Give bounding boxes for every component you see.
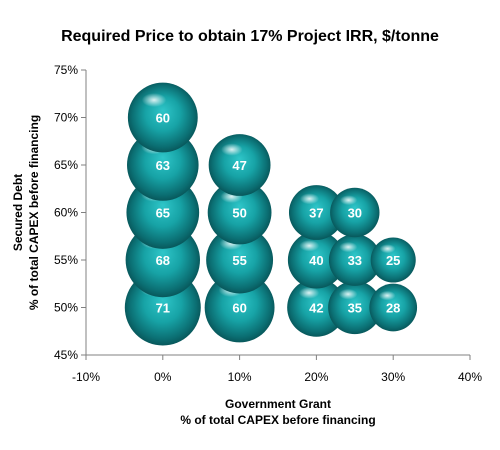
bubble-value-label: 30 — [348, 206, 362, 221]
bubble-value-label: 35 — [348, 301, 362, 316]
y-axis-title: Secured Debt — [11, 174, 25, 251]
bubble-value-label: 25 — [386, 253, 400, 268]
axes: 45% 50% 55% 60% 65% 70% 75% -10% 0% 10% 20% 30% 40% — [54, 63, 482, 384]
bubble-highlight — [378, 290, 396, 301]
bubbles: 71 68 65 63 60 60 55 50 47 42 40 37 35 33 30 28 25 — [124, 82, 418, 346]
y-tick-label: 45% — [54, 348, 78, 362]
bubble-value-label: 65 — [156, 206, 170, 221]
bubble-value-label: 33 — [348, 253, 362, 268]
x-axis-title: Government Grant — [225, 397, 331, 411]
y-axis-title: % of total CAPEX before financing — [27, 115, 41, 310]
x-axis-title: % of total CAPEX before financing — [180, 413, 375, 427]
x-tick-label: 30% — [381, 370, 405, 384]
bubble-highlight — [339, 241, 358, 253]
y-tick-label: 65% — [54, 158, 78, 172]
bubble-highlight — [338, 288, 358, 300]
y-tick-label: 60% — [54, 206, 78, 220]
bubble-value-label: 47 — [232, 158, 246, 173]
bubble-value-label: 63 — [156, 158, 170, 173]
bubble-value-label: 68 — [156, 253, 170, 268]
x-tick-label: 0% — [154, 370, 172, 384]
bubble-value-label: 60 — [232, 301, 246, 316]
bubble-value-label: 28 — [386, 301, 400, 316]
bubble-value-label: 55 — [232, 253, 246, 268]
axis-labels: Government Grant % of total CAPEX before … — [11, 115, 376, 427]
bubble-highlight — [339, 195, 358, 206]
y-tick-label: 75% — [54, 63, 78, 77]
bubble-highlight — [141, 93, 167, 108]
bubble-value-label: 60 — [156, 111, 170, 126]
x-tick-label: -10% — [72, 370, 100, 384]
bubble-value-label: 50 — [232, 206, 246, 221]
bubble-value-label: 71 — [156, 301, 170, 316]
bubble-value-label: 40 — [309, 253, 323, 268]
y-tick-label: 70% — [54, 111, 78, 125]
bubble-highlight — [298, 287, 320, 299]
x-tick-label: 40% — [458, 370, 482, 384]
bubble-highlight — [379, 244, 396, 254]
chart-title: Required Price to obtain 17% Project IRR… — [61, 28, 439, 45]
y-tick-label: 50% — [54, 301, 78, 315]
bubble-highlight — [299, 240, 320, 252]
y-tick-label: 55% — [54, 253, 78, 267]
bubble-highlight — [299, 193, 320, 205]
x-tick-label: 20% — [304, 370, 328, 384]
bubble-value-label: 37 — [309, 206, 323, 221]
bubble-highlight — [221, 143, 243, 156]
x-tick-label: 10% — [228, 370, 252, 384]
bubble-value-label: 42 — [309, 301, 323, 316]
